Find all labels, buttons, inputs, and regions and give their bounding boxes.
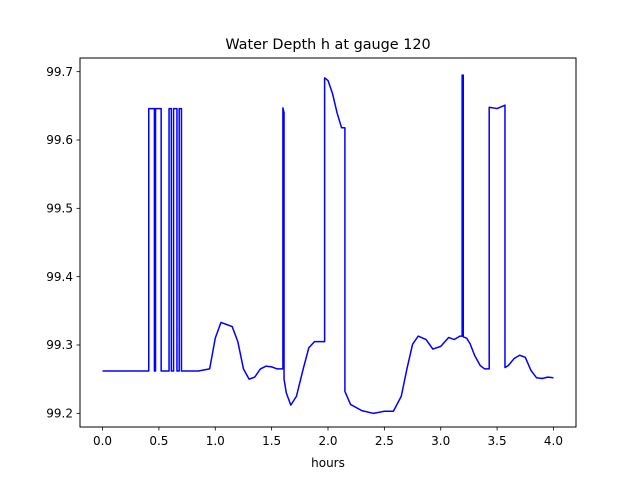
y-tick-label: 99.3	[46, 338, 73, 352]
x-tick-label: 3.5	[488, 434, 507, 448]
plot-area	[102, 74, 554, 415]
y-tick-label: 99.5	[46, 202, 73, 216]
x-tick-label: 3.0	[431, 434, 450, 448]
x-axis: 0.0 0.5 1.0 1.5 2.0 2.5 3.0 3.5 4.0	[93, 427, 563, 448]
x-tick-label: 0.5	[149, 434, 168, 448]
x-tick-label: 1.5	[262, 434, 281, 448]
y-tick-label: 99.7	[46, 65, 73, 79]
x-axis-label: hours	[311, 456, 345, 470]
x-tick-label: 2.0	[318, 434, 337, 448]
x-tick-label: 0.0	[93, 434, 112, 448]
series-line-0	[102, 74, 554, 415]
chart-title: Water Depth h at gauge 120	[225, 37, 430, 53]
x-tick-label: 2.5	[375, 434, 394, 448]
y-axis: 99.2 99.3 99.4 99.5 99.6 99.7	[46, 65, 80, 421]
y-tick-label: 99.6	[46, 133, 73, 147]
y-tick-label: 99.4	[46, 270, 73, 284]
x-tick-label: 1.0	[206, 434, 225, 448]
x-tick-label: 4.0	[544, 434, 563, 448]
y-tick-label: 99.2	[46, 407, 73, 421]
